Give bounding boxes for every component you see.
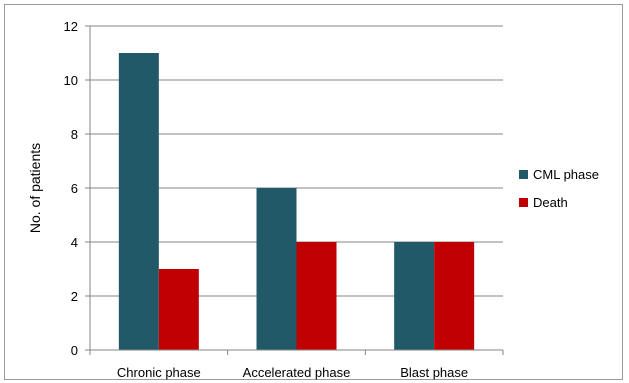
legend-swatch [519,170,528,179]
y-tick-label: 2 [71,289,78,304]
bar-cml-phase-blast-phase [394,242,435,350]
y-axis-label: No. of patients [27,143,43,233]
bar-cml-phase-chronic-phase [118,53,159,350]
legend: CML phase Death [519,167,599,210]
y-tick-label: 0 [71,343,78,358]
y-tick-label: 6 [71,181,78,196]
y-axis-ticks: 0 2 4 6 8 10 12 [64,19,90,358]
y-tick-label: 8 [71,127,78,142]
x-tick-label: Chronic phase [117,365,201,380]
bar-death-accelerated-phase [296,242,337,350]
bar-death-chronic-phase [158,269,199,350]
x-tick-label: Blast phase [400,365,468,380]
legend-swatch [519,198,528,207]
y-tick-label: 4 [71,235,78,250]
legend-label: Death [533,195,568,210]
x-tick-label: Accelerated phase [243,365,351,380]
bar-cml-phase-accelerated-phase [256,188,297,350]
bars [118,53,475,350]
x-axis-ticks: Chronic phase Accelerated phase Blast phas… [89,350,504,380]
y-tick-label: 10 [64,73,78,88]
y-tick-label: 12 [64,19,78,34]
bar-death-blast-phase [434,242,475,350]
legend-label: CML phase [533,167,599,182]
